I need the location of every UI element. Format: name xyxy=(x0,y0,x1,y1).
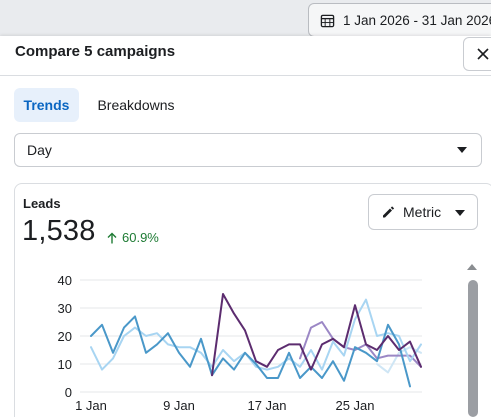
chevron-down-icon xyxy=(455,210,465,216)
y-tick-label: 0 xyxy=(65,385,72,400)
x-tick-label: 9 Jan xyxy=(163,398,195,413)
metric-card: Leads 1,538 60.9% Metric xyxy=(14,183,491,417)
metric-delta: 60.9% xyxy=(107,230,159,245)
panel-title: Compare 5 campaigns xyxy=(15,43,176,60)
compare-panel: Compare 5 campaigns Trends Breakdowns Da… xyxy=(0,36,491,417)
series-line xyxy=(90,315,411,388)
metric-delta-value: 60.9% xyxy=(122,230,159,245)
y-tick-label: 10 xyxy=(58,357,72,372)
date-range-picker[interactable]: 1 Jan 2026 - 31 Jan 2026 xyxy=(308,3,491,37)
metric-select-button[interactable]: Metric xyxy=(368,194,478,230)
tab-trends[interactable]: Trends xyxy=(14,88,79,122)
top-bar: 1 Jan 2026 - 31 Jan 2026 xyxy=(0,0,491,44)
granularity-value: Day xyxy=(27,142,52,158)
metric-button-label: Metric xyxy=(403,204,442,220)
panel-header: Compare 5 campaigns xyxy=(0,36,491,76)
scrollbar-thumb[interactable] xyxy=(468,280,478,417)
scroll-up-arrow[interactable] xyxy=(467,264,477,270)
x-tick-label: 25 Jan xyxy=(335,398,374,413)
metric-label: Leads xyxy=(23,196,61,211)
series-line xyxy=(90,298,422,371)
y-tick-label: 30 xyxy=(58,301,72,316)
metric-value: 1,538 xyxy=(22,215,96,247)
y-tick-label: 20 xyxy=(58,329,72,344)
date-range-label: 1 Jan 2026 - 31 Jan 2026 xyxy=(343,12,491,28)
close-button[interactable] xyxy=(463,37,491,71)
close-icon xyxy=(477,48,489,60)
calendar-icon xyxy=(320,14,335,27)
chevron-down-icon xyxy=(457,147,467,153)
x-tick-label: 17 Jan xyxy=(247,398,286,413)
x-tick-label: 1 Jan xyxy=(75,398,107,413)
arrow-up-icon xyxy=(107,232,117,243)
granularity-select[interactable]: Day xyxy=(14,133,482,167)
tab-breakdowns[interactable]: Breakdowns xyxy=(97,97,175,113)
series-line xyxy=(299,321,422,368)
y-tick-label: 40 xyxy=(58,273,72,288)
series-line xyxy=(211,293,422,377)
pencil-icon xyxy=(383,206,395,218)
